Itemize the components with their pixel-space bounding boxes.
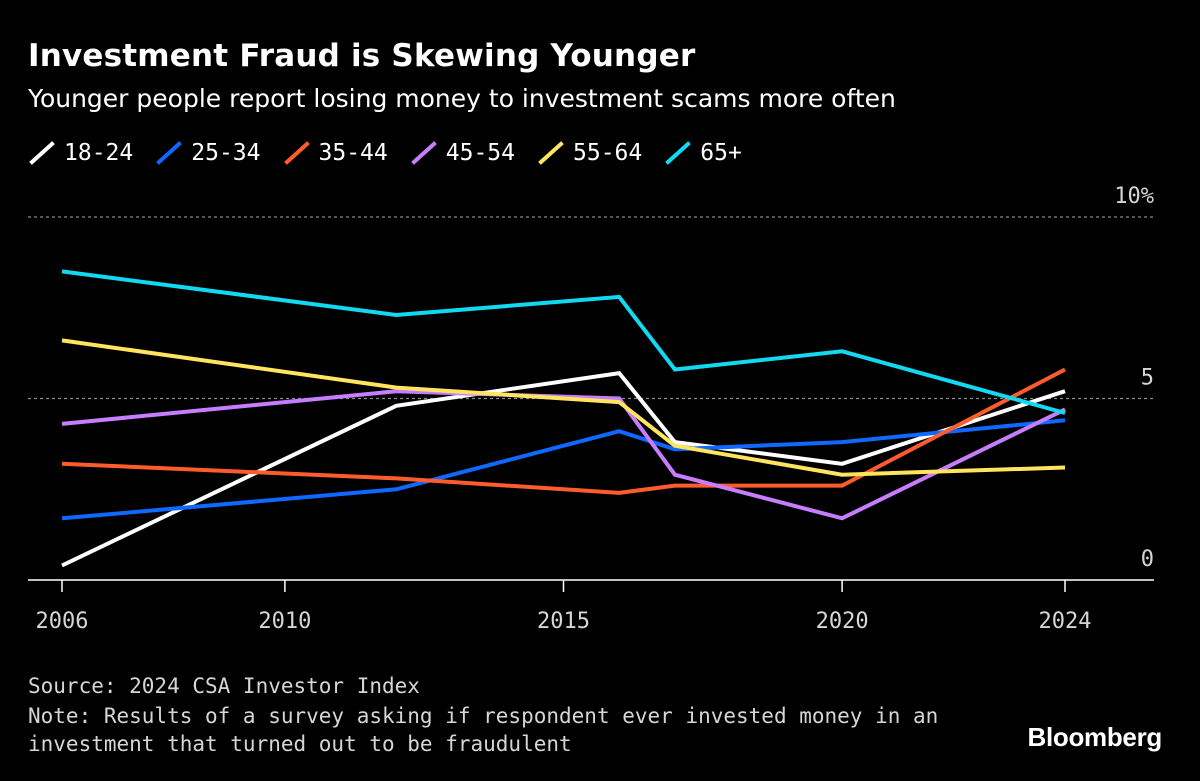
series-line-18-24: [61, 370, 1066, 568]
x-tick-label: 2015: [537, 609, 590, 634]
y-tick-label: 5: [1141, 366, 1154, 391]
x-tick-label: 2006: [36, 609, 89, 634]
legend-swatch-25-34: [156, 141, 183, 165]
y-tick-label: 0: [1141, 547, 1154, 572]
legend-item-45-54: 45-54: [410, 138, 515, 168]
legend-label: 65+: [700, 140, 742, 166]
legend-item-65-plus: 65+: [664, 138, 742, 168]
x-tick-label: 2020: [816, 609, 869, 634]
x-tick-label: 2024: [1039, 609, 1092, 634]
legend-swatch-45-54: [410, 141, 437, 165]
source-text: Source: 2024 CSA Investor Index: [28, 674, 420, 698]
series-line-25-34: [61, 418, 1066, 521]
legend-item-18-24: 18-24: [28, 138, 133, 168]
legend-swatch-18-24: [29, 141, 55, 165]
legend-swatch-35-44: [283, 141, 310, 165]
legend-item-35-44: 35-44: [283, 138, 388, 168]
series-line-55-64: [61, 338, 1066, 477]
series-line-65-plus: [61, 269, 1066, 415]
legend-swatch-55-64: [538, 141, 564, 165]
note-text: Note: Results of a survey asking if resp…: [28, 704, 939, 756]
legend-item-25-34: 25-34: [155, 138, 261, 168]
chart-subtitle: Younger people report losing money to in…: [28, 84, 896, 113]
legend-label: 35-44: [318, 140, 388, 166]
series-line-45-54: [61, 389, 1066, 521]
legend-label: 25-34: [191, 140, 261, 166]
series-line-35-44: [61, 367, 1066, 495]
legend-swatch-65-plus: [665, 141, 692, 165]
legend-item-55-64: 55-64: [537, 138, 642, 168]
legend-label: 18-24: [64, 140, 134, 166]
legend-label: 55-64: [573, 140, 643, 166]
legend-label: 45-54: [445, 140, 515, 166]
x-tick-label: 2010: [258, 609, 311, 634]
y-tick-label: 10%: [1114, 184, 1154, 209]
legend: 18-24 25-34 35-44 45-54 55-64 65+: [28, 138, 764, 168]
bloomberg-logo: Bloomberg: [1027, 722, 1162, 752]
chart-title: Investment Fraud is Skewing Younger: [28, 38, 696, 74]
